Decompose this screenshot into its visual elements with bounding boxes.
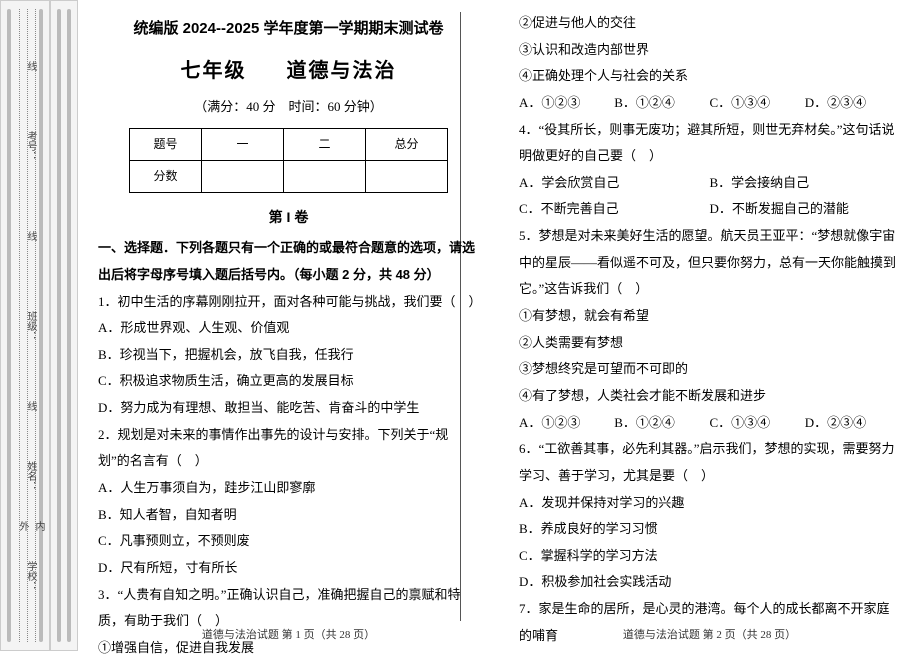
page-footer-left: 道德与法治试题 第 1 页（共 28 页） — [78, 624, 499, 647]
question-stem: 2．规划是对未来的事情作出事先的设计与安排。下列关于“规划”的名言有（ ） — [98, 422, 479, 475]
option: C．①③④ — [710, 410, 805, 437]
option: D．②③④ — [805, 90, 900, 117]
column-right: ②促进与他人的交往 ③认识和改造内部世界 ④正确处理个人与社会的关系 A．①②③… — [499, 10, 920, 651]
statement-item: ②促进与他人的交往 — [519, 10, 900, 37]
subject-label: 道德与法治 — [287, 60, 397, 82]
exam-page: 线 考号： 线 班级： 线 姓名： 外 学校： 内 统编版 2024--2025… — [0, 0, 920, 651]
gutter-dotline — [19, 9, 20, 642]
option: A．发现并保持对学习的兴趣 — [519, 490, 900, 517]
question-1: 1．初中生活的序幕刚刚拉开，面对各种可能与挑战，我们要（ ） A．形成世界观、人… — [98, 289, 479, 422]
score-row-label: 分数 — [130, 160, 202, 192]
section-instruction: 一、选择题．下列各题只有一个正确的或最符合题意的选项，请选出后将字母序号填入题后… — [98, 235, 479, 288]
option-row: A．①②③ B．①②④ C．①③④ D．②③④ — [519, 90, 900, 117]
gutter-label: 内 — [31, 521, 46, 531]
option: C．不断完善自己 — [519, 196, 710, 223]
gutter-label: 线 — [23, 231, 38, 241]
option: A．形成世界观、人生观、价值观 — [98, 315, 479, 342]
gutter-label: 班级： — [23, 311, 38, 341]
option: A．①②③ — [519, 90, 614, 117]
score-row-label: 题号 — [130, 129, 202, 161]
score-table: 题号 一 二 总分 分数 — [129, 128, 448, 192]
exam-title-line2: 七年级 道德与法治 — [98, 51, 479, 92]
option: A．学会欣赏自己 — [519, 170, 710, 197]
question-3: 3．“人贵有自知之明。”正确认识自己，准确把握自己的禀赋和特质，有助于我们（ ）… — [98, 582, 479, 662]
gutter-bar — [57, 9, 61, 642]
gutter-label: 考号： — [23, 131, 38, 161]
option: D．积极参加社会实践活动 — [519, 569, 900, 596]
question-stem: 6．“工欲善其事，必先利其器。”启示我们，梦想的实现，需要努力学习、善于学习，尤… — [519, 436, 900, 489]
option: C．掌握科学的学习方法 — [519, 543, 900, 570]
question-stem: 1．初中生活的序幕刚刚拉开，面对各种可能与挑战，我们要（ ） — [98, 289, 479, 316]
statement-item: ④有了梦想，人类社会才能不断发展和进步 — [519, 383, 900, 410]
statement-item: ③认识和改造内部世界 — [519, 37, 900, 64]
gutter-label: 线 — [23, 61, 38, 71]
page-footer-right: 道德与法治试题 第 2 页（共 28 页） — [499, 624, 920, 647]
score-cell — [202, 160, 284, 192]
section-1-title: 第 I 卷 — [98, 203, 479, 232]
option: C．积极追求物质生活，确立更高的发展目标 — [98, 368, 479, 395]
statement-item: ②人类需要有梦想 — [519, 330, 900, 357]
question-stem: 5．梦想是对未来美好生活的愿望。航天员王亚平：“梦想就像宇宙中的星辰——看似遥不… — [519, 223, 900, 303]
option: A．①②③ — [519, 410, 614, 437]
score-col: 一 — [202, 129, 284, 161]
gutter-label: 外 — [15, 521, 30, 531]
question-stem: 4．“役其所长，则事无废功；避其所短，则世无弃材矣。”这句话说明做更好的自己要（… — [519, 117, 900, 170]
option: B．学会接纳自己 — [710, 170, 901, 197]
option: A．人生万事须自为，跬步江山即寥廓 — [98, 475, 479, 502]
question-4: 4．“役其所长，则事无废功；避其所短，则世无弃材矣。”这句话说明做更好的自己要（… — [519, 117, 900, 224]
question-6: 6．“工欲善其事，必先利其器。”启示我们，梦想的实现，需要努力学习、善于学习，尤… — [519, 436, 900, 596]
option: B．珍视当下，把握机会，放飞自我，任我行 — [98, 342, 479, 369]
score-cell — [366, 160, 448, 192]
option-row: A．①②③ B．①②④ C．①③④ D．②③④ — [519, 410, 900, 437]
option: D．②③④ — [805, 410, 900, 437]
content-area: 统编版 2024--2025 学年度第一学期期末测试卷 七年级 道德与法治 （满分… — [78, 0, 920, 651]
option: B．①②④ — [614, 90, 709, 117]
statement-item: ①有梦想，就会有希望 — [519, 303, 900, 330]
gutter-bar — [39, 9, 43, 642]
statement-item: ④正确处理个人与社会的关系 — [519, 63, 900, 90]
statement-item: ③梦想终究是可望而不可即的 — [519, 356, 900, 383]
option: B．知人者智，自知者明 — [98, 502, 479, 529]
gutter-bar — [7, 9, 11, 642]
gutter-label: 线 — [23, 401, 38, 411]
answer-sheet-gutter-right — [50, 0, 78, 651]
gutter-label: 学校： — [23, 561, 38, 591]
option: D．尺有所短，寸有所长 — [98, 555, 479, 582]
score-cell — [284, 160, 366, 192]
score-col: 总分 — [366, 129, 448, 161]
option: B．养成良好的学习习惯 — [519, 516, 900, 543]
option: D．努力成为有理想、敢担当、能吃苦、肯奋斗的中学生 — [98, 395, 479, 422]
question-2: 2．规划是对未来的事情作出事先的设计与安排。下列关于“规划”的名言有（ ） A．… — [98, 422, 479, 582]
question-3-cont: ②促进与他人的交往 ③认识和改造内部世界 ④正确处理个人与社会的关系 A．①②③… — [519, 10, 900, 117]
answer-sheet-gutter-left: 线 考号： 线 班级： 线 姓名： 外 学校： 内 — [0, 0, 50, 651]
option: C．①③④ — [710, 90, 805, 117]
grade-label: 七年级 — [181, 60, 247, 82]
column-left: 统编版 2024--2025 学年度第一学期期末测试卷 七年级 道德与法治 （满分… — [78, 10, 499, 651]
exam-meta: （满分：40 分 时间：60 分钟） — [98, 94, 479, 121]
option: B．①②④ — [614, 410, 709, 437]
gutter-bar — [67, 9, 71, 642]
option-grid: A．学会欣赏自己 B．学会接纳自己 C．不断完善自己 D．不断发掘自己的潜能 — [519, 170, 900, 223]
option: C．凡事预则立，不预则废 — [98, 528, 479, 555]
option: D．不断发掘自己的潜能 — [710, 196, 901, 223]
question-5: 5．梦想是对未来美好生活的愿望。航天员王亚平：“梦想就像宇宙中的星辰——看似遥不… — [519, 223, 900, 436]
score-col: 二 — [284, 129, 366, 161]
exam-title-line1: 统编版 2024--2025 学年度第一学期期末测试卷 — [98, 14, 479, 45]
gutter-label: 姓名： — [23, 461, 38, 491]
